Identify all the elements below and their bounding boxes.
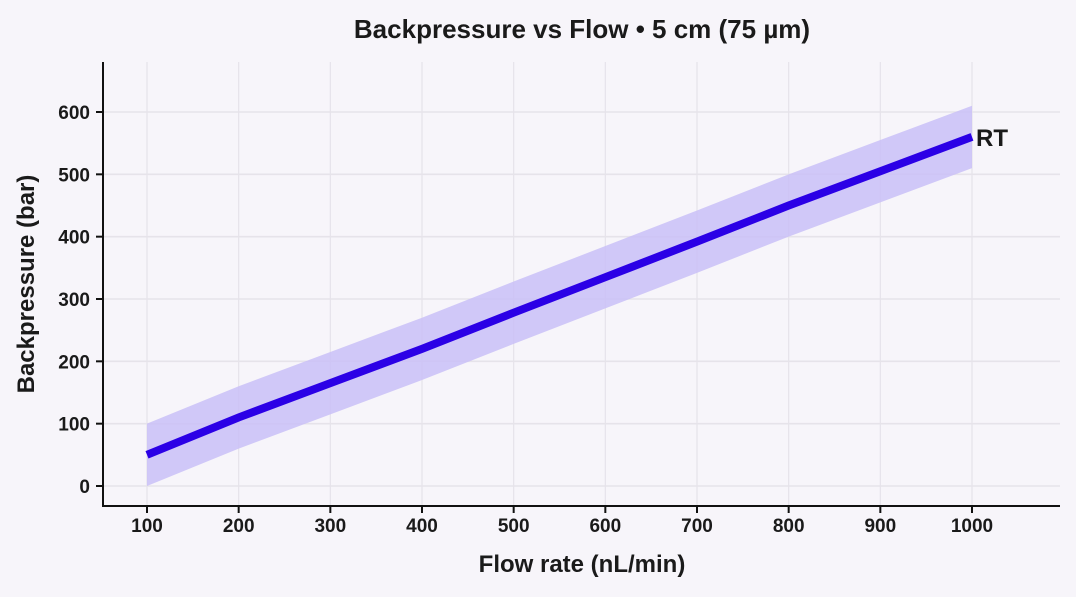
x-tick-label: 100 <box>131 516 163 537</box>
x-tick-label: 200 <box>223 516 255 537</box>
x-axis-label: Flow rate (nL/min) <box>479 551 686 578</box>
x-tick-label: 500 <box>498 516 530 537</box>
y-axis-label: Backpressure (bar) <box>13 175 40 394</box>
x-tick-label: 800 <box>773 516 805 537</box>
y-tick-label: 500 <box>58 165 90 186</box>
y-tick-label: 400 <box>58 228 90 249</box>
x-tick-label: 900 <box>864 516 896 537</box>
y-tick-label: 0 <box>79 477 90 498</box>
y-tick-label: 600 <box>58 103 90 124</box>
series-line <box>145 133 974 459</box>
x-tick-label: 300 <box>314 516 346 537</box>
x-tick-label: 400 <box>406 516 438 537</box>
series-label: RT <box>976 125 1008 152</box>
x-tick-label: 600 <box>589 516 621 537</box>
y-ticks: 0 100 200 300 400 500 600 <box>58 103 103 498</box>
x-tick-label: 700 <box>681 516 713 537</box>
chart-title: Backpressure vs Flow • 5 cm (75 µm) <box>354 14 810 44</box>
y-tick-label: 100 <box>58 415 90 436</box>
x-ticks: 100 200 300 400 500 600 700 800 900 1000 <box>131 506 993 537</box>
line-layer: RT <box>145 125 1008 459</box>
y-tick-label: 300 <box>58 290 90 311</box>
x-tick-label: 1000 <box>951 516 993 537</box>
y-tick-label: 200 <box>58 352 90 373</box>
